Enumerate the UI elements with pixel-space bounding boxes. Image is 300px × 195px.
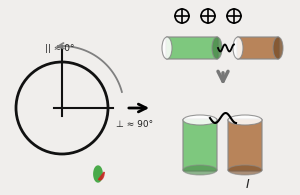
FancyBboxPatch shape [166, 37, 218, 59]
Text: ⊥ ≈ 90°: ⊥ ≈ 90° [116, 120, 153, 129]
Text: || ≈ 0°: || ≈ 0° [45, 44, 75, 53]
Ellipse shape [273, 37, 283, 59]
Ellipse shape [233, 37, 243, 59]
Ellipse shape [212, 37, 222, 59]
Ellipse shape [228, 165, 262, 175]
FancyBboxPatch shape [228, 119, 262, 171]
Text: I: I [246, 178, 250, 191]
FancyBboxPatch shape [237, 37, 279, 59]
Polygon shape [94, 166, 102, 182]
Ellipse shape [162, 37, 172, 59]
Ellipse shape [183, 165, 217, 175]
Polygon shape [98, 172, 104, 180]
Ellipse shape [228, 115, 262, 125]
Ellipse shape [183, 115, 217, 125]
FancyBboxPatch shape [183, 119, 217, 171]
